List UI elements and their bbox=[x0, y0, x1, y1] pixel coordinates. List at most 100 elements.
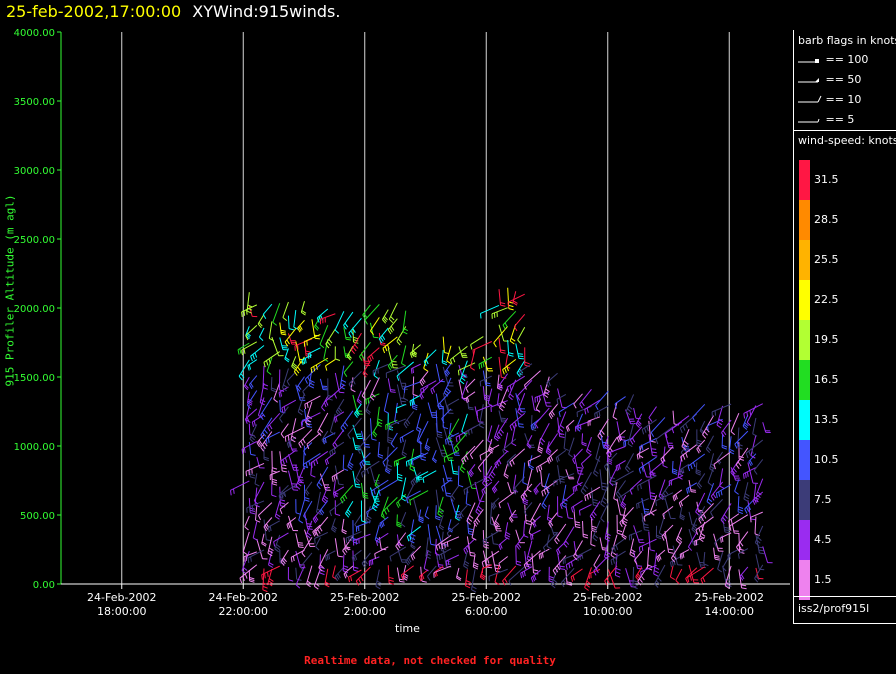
barb-feather bbox=[491, 488, 496, 494]
barb-feather bbox=[641, 445, 644, 451]
barb-feather bbox=[388, 318, 394, 324]
wind-barb bbox=[339, 365, 347, 390]
wind-barb bbox=[281, 399, 297, 413]
barb-staff bbox=[402, 310, 407, 332]
barb-staff bbox=[230, 480, 250, 491]
barb-feather bbox=[437, 433, 443, 436]
barb-staff bbox=[334, 566, 345, 578]
barb-feather bbox=[444, 542, 446, 548]
barb-feather bbox=[390, 316, 395, 321]
barb-feather bbox=[461, 459, 465, 465]
barb-staff bbox=[747, 462, 754, 484]
barb-feather bbox=[552, 579, 558, 584]
wind-barb bbox=[316, 466, 329, 490]
barb-feather bbox=[355, 483, 361, 486]
wind-barb bbox=[578, 504, 592, 516]
barb-feather bbox=[426, 549, 432, 553]
barb-feather bbox=[538, 446, 544, 450]
barb-feather bbox=[287, 523, 291, 529]
barb-staff bbox=[387, 318, 398, 331]
barb-feather bbox=[244, 573, 248, 579]
barb-staff bbox=[268, 321, 273, 339]
barb-staff bbox=[354, 467, 362, 481]
barb-staff bbox=[359, 452, 371, 464]
barb-staff bbox=[554, 523, 567, 541]
barb-feather bbox=[609, 477, 615, 479]
barb-feather bbox=[702, 577, 706, 583]
barb-feather bbox=[745, 472, 747, 478]
barb-staff bbox=[311, 319, 316, 339]
barb-feather bbox=[559, 475, 565, 478]
wind-barb bbox=[381, 497, 398, 518]
wind-barb bbox=[396, 370, 408, 390]
barb-staff bbox=[604, 521, 609, 539]
barb-feather bbox=[250, 356, 253, 362]
barb-feather bbox=[641, 429, 645, 435]
wind-barb bbox=[481, 564, 492, 574]
barb-staff bbox=[323, 392, 336, 403]
barb-feather bbox=[754, 542, 760, 547]
barb-staff bbox=[680, 444, 698, 458]
wind-barb bbox=[422, 470, 437, 483]
barb-feather bbox=[396, 375, 400, 381]
barb-feather bbox=[246, 310, 252, 314]
colorbar-label: 13.5 bbox=[814, 413, 839, 426]
barb-feather bbox=[530, 425, 534, 431]
barb-feather bbox=[410, 481, 414, 487]
barb-feather bbox=[410, 555, 414, 561]
barb-feather bbox=[465, 585, 471, 589]
barb-feather bbox=[491, 504, 495, 510]
barb-staff bbox=[498, 556, 508, 564]
barb-staff bbox=[441, 479, 452, 488]
barb-feather bbox=[737, 461, 742, 467]
barb-feather bbox=[307, 415, 312, 420]
wind-barb bbox=[369, 466, 380, 484]
wind-barb bbox=[263, 447, 269, 462]
barb-feather bbox=[702, 434, 707, 439]
wind-barb bbox=[396, 493, 407, 508]
wind-barb bbox=[324, 452, 336, 466]
wind-barb bbox=[641, 510, 650, 525]
barb-feather bbox=[508, 354, 514, 357]
barb-feather bbox=[325, 581, 331, 585]
barb-feather bbox=[358, 578, 362, 584]
wind-barb bbox=[595, 390, 609, 411]
barb-feather bbox=[249, 580, 255, 583]
barb-feather bbox=[718, 418, 724, 423]
barb-staff bbox=[279, 406, 289, 419]
barb-feather bbox=[560, 568, 566, 570]
wind-barb bbox=[267, 520, 281, 533]
barb-feather bbox=[273, 398, 279, 403]
barb-feather bbox=[473, 564, 479, 568]
wind-barb bbox=[257, 502, 273, 521]
barb-feather bbox=[413, 478, 417, 484]
barb-feather bbox=[525, 522, 532, 525]
barb-feather bbox=[599, 432, 604, 438]
barb-feather bbox=[560, 424, 565, 429]
barb-feather bbox=[360, 576, 364, 582]
barb-feather bbox=[322, 439, 325, 445]
barb-feather bbox=[734, 443, 738, 449]
barb-staff bbox=[441, 536, 460, 545]
barb-feather bbox=[328, 338, 333, 344]
wind-barb bbox=[241, 341, 258, 356]
barb-feather bbox=[739, 548, 745, 551]
barb-feather bbox=[517, 543, 522, 548]
barb-feather bbox=[586, 451, 591, 455]
wind-barb bbox=[359, 452, 371, 469]
barb-feather bbox=[362, 492, 368, 495]
barb-feather bbox=[357, 449, 361, 455]
wind-barb bbox=[410, 471, 422, 487]
wind-barb bbox=[324, 568, 331, 588]
wind-barb bbox=[340, 484, 354, 504]
barb-feather bbox=[498, 431, 503, 437]
barb-feather bbox=[241, 350, 243, 356]
barb-feather bbox=[420, 455, 426, 459]
wind-barb bbox=[405, 454, 421, 467]
barb-feather bbox=[332, 525, 338, 530]
wind-barb bbox=[498, 289, 506, 307]
barb-feather bbox=[410, 368, 413, 374]
barb-staff bbox=[508, 566, 526, 582]
barb-staff bbox=[472, 341, 493, 351]
barb-staff bbox=[721, 434, 724, 448]
